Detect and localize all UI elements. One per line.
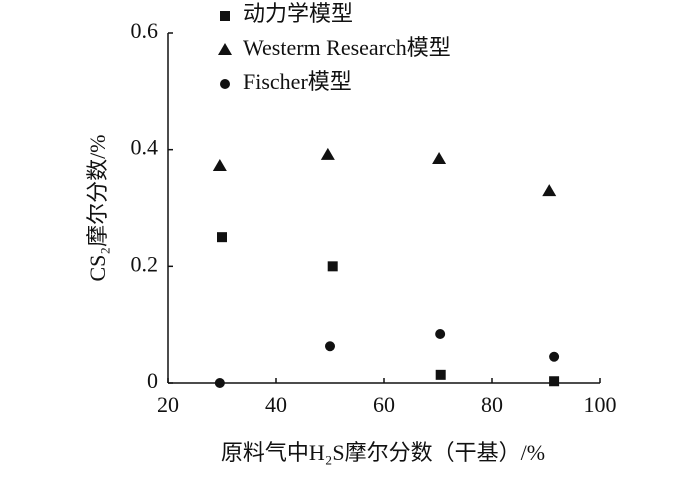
data-point [549, 376, 560, 387]
data-point [214, 378, 225, 388]
x-tick-label: 40 [265, 392, 287, 417]
x-tick-label: 100 [584, 392, 617, 417]
data-point [217, 232, 227, 243]
legend-marker [220, 11, 230, 21]
data-point [212, 159, 227, 171]
x-tick-label: 20 [157, 392, 179, 417]
x-axis-label: 原料气中H₂S摩尔分数（干基）/% [221, 440, 545, 465]
data-point [320, 147, 335, 160]
data-point [435, 369, 446, 380]
data-point [549, 351, 560, 362]
data-point [327, 261, 338, 272]
legend-marker [220, 79, 230, 89]
data-point [325, 341, 335, 352]
legend-marker [218, 43, 232, 55]
data-point [542, 184, 557, 197]
x-tick-label: 80 [481, 392, 503, 417]
data-point [435, 329, 446, 339]
y-tick-label: 0.6 [131, 18, 159, 43]
legend-label: 动力学模型 [243, 1, 353, 26]
y-tick-label: 0 [147, 368, 158, 393]
y-tick-label: 0.4 [131, 135, 159, 160]
x-tick-label: 60 [373, 392, 395, 417]
data-point [432, 152, 447, 164]
legend-label: Westerm Research模型 [243, 35, 451, 60]
y-axis-label: CS₂摩尔分数/% [85, 134, 110, 281]
legend-label: Fischer模型 [243, 69, 352, 94]
y-tick-label: 0.2 [131, 251, 159, 276]
